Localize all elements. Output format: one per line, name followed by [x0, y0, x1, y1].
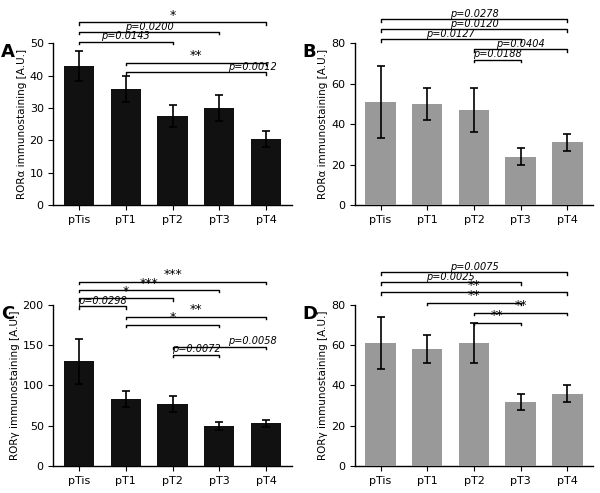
Bar — [412, 104, 442, 205]
Text: ***: *** — [163, 269, 182, 282]
Text: p=0.0143: p=0.0143 — [101, 31, 150, 41]
Text: p=0.0012: p=0.0012 — [227, 62, 277, 72]
Bar — [552, 142, 583, 205]
Bar — [110, 89, 141, 205]
Y-axis label: RORα immunostaining [A.U.]: RORα immunostaining [A.U.] — [17, 49, 27, 199]
Text: p=0.0278: p=0.0278 — [449, 8, 499, 19]
Text: **: ** — [491, 309, 503, 322]
Text: p=0.0127: p=0.0127 — [426, 29, 475, 39]
Text: D: D — [302, 305, 317, 322]
Text: **: ** — [190, 303, 202, 316]
Bar — [552, 393, 583, 466]
Bar — [412, 349, 442, 466]
Bar — [459, 110, 489, 205]
Text: *: * — [169, 9, 176, 22]
Y-axis label: RORγ immunostaining [A.U.]: RORγ immunostaining [A.U.] — [10, 311, 20, 460]
Text: p=0.0025: p=0.0025 — [426, 272, 475, 282]
Bar — [251, 423, 281, 466]
Y-axis label: RORγ immunostaining [A.U.]: RORγ immunostaining [A.U.] — [318, 311, 328, 460]
Text: ***: *** — [140, 277, 158, 289]
Bar — [505, 402, 536, 466]
Text: p=0.0120: p=0.0120 — [449, 19, 499, 29]
Bar — [251, 139, 281, 205]
Bar — [505, 157, 536, 205]
Bar — [157, 116, 188, 205]
Bar — [365, 102, 396, 205]
Text: A: A — [1, 43, 15, 61]
Bar — [459, 343, 489, 466]
Bar — [157, 404, 188, 466]
Text: *: * — [169, 311, 176, 324]
Text: p=0.0298: p=0.0298 — [78, 296, 127, 306]
Bar — [64, 66, 94, 205]
Bar — [110, 399, 141, 466]
Text: **: ** — [190, 49, 202, 62]
Bar — [365, 343, 396, 466]
Y-axis label: RORα immunostaining [A.U.]: RORα immunostaining [A.U.] — [318, 49, 328, 199]
Text: **: ** — [467, 289, 480, 302]
Bar — [64, 361, 94, 466]
Text: p=0.0072: p=0.0072 — [172, 344, 220, 354]
Text: **: ** — [467, 279, 480, 292]
Bar — [204, 426, 235, 466]
Text: **: ** — [514, 299, 527, 312]
Text: p=0.0075: p=0.0075 — [449, 262, 499, 272]
Text: p=0.0188: p=0.0188 — [473, 49, 521, 59]
Text: B: B — [302, 43, 316, 61]
Text: C: C — [1, 305, 14, 322]
Text: p=0.0404: p=0.0404 — [496, 39, 545, 49]
Text: *: * — [123, 284, 129, 298]
Text: p=0.0058: p=0.0058 — [227, 336, 277, 346]
Bar — [204, 108, 235, 205]
Text: p=0.0200: p=0.0200 — [125, 22, 173, 32]
